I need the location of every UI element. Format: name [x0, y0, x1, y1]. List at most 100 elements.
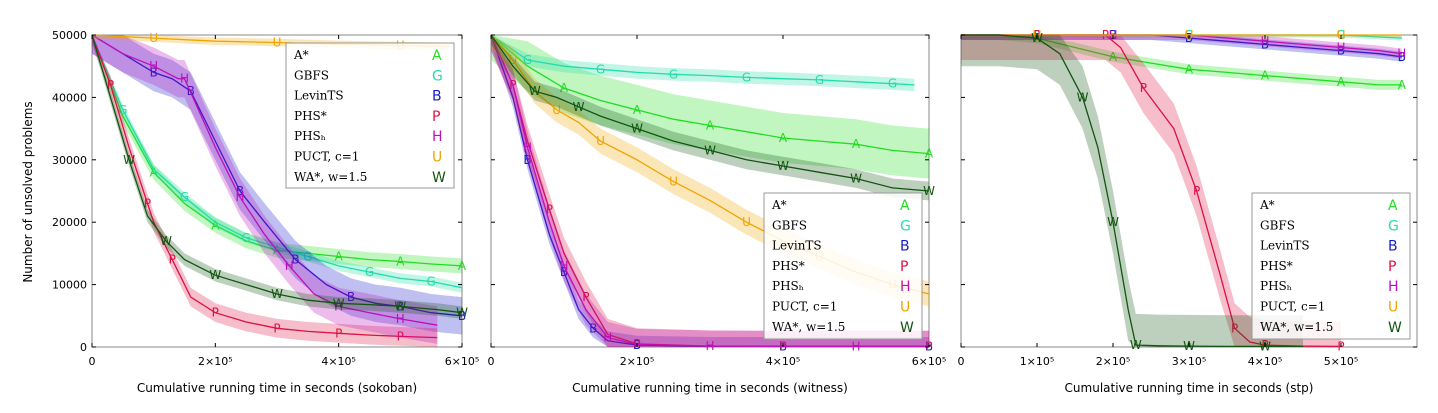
data-point-marker: W	[777, 159, 789, 173]
legend-entry-label: PUCT, c=1	[1260, 300, 1325, 314]
confidence-band	[92, 35, 438, 347]
data-point-marker: P	[397, 329, 404, 343]
y-axis-label: Number of unsolved problems	[21, 101, 35, 282]
y-tick-label: 40000	[52, 91, 87, 104]
data-point-marker: W	[529, 84, 541, 98]
data-point-marker: W	[1130, 338, 1142, 352]
data-point-marker: H	[149, 59, 158, 73]
series-p: P P P P P P P	[91, 34, 438, 347]
data-point-marker: A	[560, 81, 569, 95]
series-a: A A A A A A	[490, 34, 934, 179]
data-point-marker: U	[509, 53, 518, 67]
legend-entry-label: WA*, w=1.5	[294, 170, 367, 184]
data-point-marker: H	[235, 190, 244, 204]
data-point-marker: P	[212, 306, 219, 320]
data-point-marker: U	[273, 36, 282, 50]
data-point-marker: G	[523, 53, 532, 67]
data-point-marker: G	[742, 70, 751, 84]
data-point-marker: G	[303, 250, 312, 264]
data-point-marker: W	[704, 143, 716, 157]
data-point-marker: G	[888, 77, 897, 91]
series-w: W W W W W W W	[490, 34, 935, 201]
data-point-marker: P	[1231, 321, 1238, 335]
data-point-marker: H	[1397, 47, 1406, 61]
legend-entry-label: GBFS	[772, 218, 807, 232]
series-g: G G G G G G	[490, 34, 915, 92]
legend-entry-marker: W	[1388, 320, 1402, 336]
legend-entry-marker: U	[1388, 300, 1398, 316]
data-point-marker: H	[396, 312, 405, 326]
data-point-marker: A	[458, 259, 467, 273]
legend-entry-marker: P	[432, 109, 440, 125]
legend-entry-label: LevinTS	[1260, 239, 1310, 253]
legend-entry-label: PHSₕ	[294, 129, 326, 143]
legend-entry-marker: W	[900, 320, 914, 336]
data-point-marker: B	[1261, 37, 1269, 51]
data-point-marker: W	[160, 234, 172, 248]
chart-panel-2: AAAAAAGGGGGGBBBBBBPPPPPPHHHHHUUUUUUUWWWW…	[488, 34, 947, 395]
data-point-marker: G	[242, 231, 251, 245]
data-point-marker: B	[1398, 50, 1406, 64]
data-point-marker: A	[633, 103, 642, 117]
legend-entry-label: PHS*	[772, 259, 805, 273]
x-tick-label: 6×10⁵	[912, 355, 947, 368]
confidence-band	[961, 35, 1402, 41]
series-line	[91, 34, 463, 314]
x-tick-label: 4×10⁵	[1248, 355, 1283, 368]
data-point-marker: H	[334, 299, 343, 313]
series-line	[961, 34, 1303, 348]
legend-entry-marker: B	[1388, 239, 1398, 255]
x-tick-label: 6×10⁵	[445, 355, 480, 368]
confidence-band	[961, 35, 1402, 59]
data-point-marker: H	[180, 72, 189, 86]
legend-entry-marker: A	[900, 198, 910, 214]
data-point-marker: H	[1260, 34, 1269, 48]
confidence-band	[92, 35, 438, 344]
data-point-marker: W	[271, 287, 283, 301]
confidence-band	[961, 35, 1402, 90]
confidence-band	[491, 35, 929, 201]
legend-entry-label: GBFS	[1260, 218, 1295, 232]
legend-entry-label: PHSₕ	[772, 279, 804, 293]
data-point-marker: G	[815, 73, 824, 87]
series-h: H H H H H H	[91, 34, 438, 344]
data-point-marker: P	[144, 197, 151, 211]
series-g: G G G G G G	[91, 34, 463, 293]
data-point-marker: B	[347, 290, 355, 304]
legend-entry-marker: H	[1388, 279, 1399, 295]
legend-entry-marker: P	[900, 259, 908, 275]
data-point-marker: W	[850, 172, 862, 186]
y-tick-label: 50000	[52, 29, 87, 42]
data-point-marker: W	[123, 153, 135, 167]
data-point-marker: P	[335, 326, 342, 340]
x-tick-label: 1×10⁵	[1020, 355, 1055, 368]
data-point-marker: P	[582, 290, 589, 304]
series-line	[91, 34, 463, 289]
y-tick-label: 20000	[52, 216, 87, 229]
data-point-marker: W	[394, 299, 406, 313]
legend-entry-marker: P	[1388, 259, 1396, 275]
legend-entry-marker: B	[432, 89, 442, 105]
x-tick-label: 0	[958, 355, 965, 368]
x-axis-label: Cumulative running time in seconds (stp)	[1065, 381, 1314, 395]
data-point-marker: H	[851, 339, 860, 353]
series-line	[490, 34, 929, 348]
legend-box	[285, 42, 455, 189]
data-point-marker: H	[523, 140, 532, 154]
series-line	[490, 34, 930, 155]
data-point-marker: A	[211, 218, 220, 232]
data-point-marker: W	[631, 122, 643, 136]
legend-entry-label: PUCT, c=1	[772, 300, 837, 314]
y-tick-label: 0	[80, 341, 87, 354]
data-point-marker: U	[596, 134, 605, 148]
data-point-marker: B	[291, 253, 299, 267]
data-point-marker: W	[1077, 90, 1089, 104]
series-line	[91, 34, 438, 339]
data-point-marker: W	[456, 306, 468, 320]
data-point-marker: U	[149, 31, 158, 45]
data-point-marker: G	[427, 275, 436, 289]
chart-panel-3: AAAAAAGGGBBBBBBPPPPPPPHHHHUUUWWWWWW01×10…	[958, 28, 1418, 395]
data-point-marker: W	[923, 184, 935, 198]
legend-entry-label: A*	[293, 48, 309, 62]
